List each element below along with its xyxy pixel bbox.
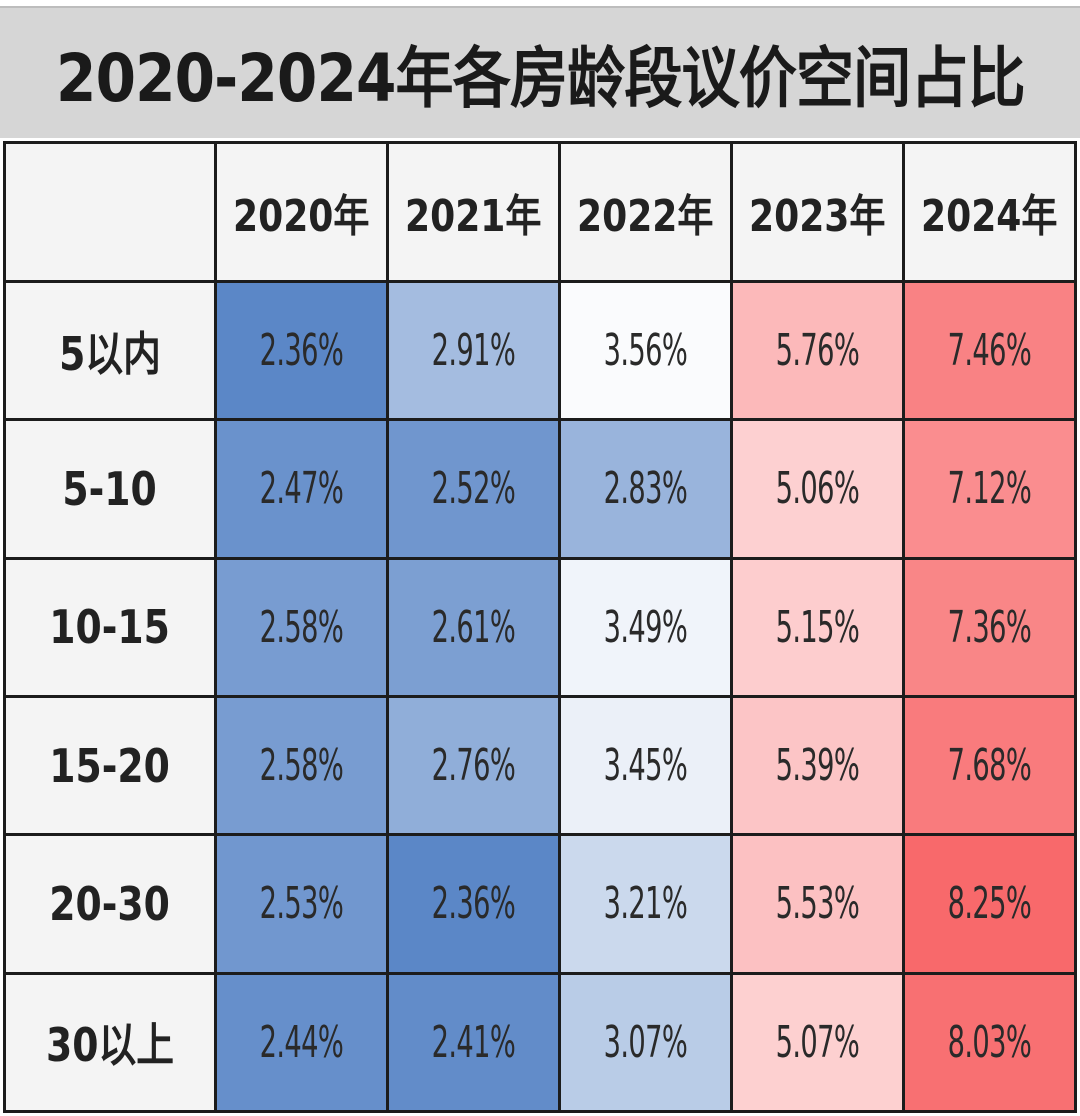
heatmap-cell-text: 5.06% (775, 463, 860, 515)
heatmap-cell: 3.49% (561, 559, 730, 695)
heatmap-cell: 8.25% (905, 836, 1074, 972)
heatmap-cell-text: 8.25% (947, 878, 1032, 930)
heatmap-cell-text: 7.12% (947, 463, 1032, 515)
heatmap-cell: 7.12% (905, 421, 1074, 557)
heatmap-cell: 5.07% (733, 974, 902, 1110)
heatmap-cell: 2.83% (561, 421, 730, 557)
heatmap-cell-text: 2.53% (259, 878, 344, 930)
heatmap-cell-text: 3.07% (603, 1016, 688, 1068)
column-header: 2024年 (905, 144, 1074, 280)
heatmap-cell-text: 2.58% (259, 601, 344, 653)
heatmap-cell: 7.68% (905, 697, 1074, 834)
row-header-text: 15-20 (49, 738, 171, 793)
heatmap-cell: 3.56% (561, 283, 730, 419)
heatmap-cell: 5.76% (733, 283, 902, 419)
heatmap-cell-text: 8.03% (947, 1016, 1032, 1068)
row-header-text: 5-10 (62, 461, 158, 516)
heatmap-cell-text: 3.56% (603, 325, 688, 377)
heatmap-cell: 2.36% (217, 283, 386, 419)
heatmap-cell: 2.36% (389, 836, 558, 972)
heatmap-cell-text: 2.44% (259, 1016, 344, 1068)
heatmap-cell-text: 7.36% (947, 601, 1032, 653)
column-header-text: 2024年 (921, 191, 1058, 242)
heatmap-cell-text: 3.45% (603, 740, 688, 792)
row-header: 5-10 (6, 421, 214, 557)
heatmap-cell: 2.58% (217, 697, 386, 834)
heatmap-cell: 2.47% (217, 421, 386, 557)
corner-cell (6, 144, 214, 280)
heatmap-cell: 2.76% (389, 697, 558, 834)
heatmap-cell: 5.53% (733, 836, 902, 972)
column-header-text: 2023年 (749, 191, 886, 242)
column-header-text: 2021年 (405, 191, 542, 242)
heatmap-cell: 5.06% (733, 421, 902, 557)
heatmap-cell: 2.41% (389, 974, 558, 1110)
heatmap-cell: 7.46% (905, 283, 1074, 419)
heatmap-cell: 2.53% (217, 836, 386, 972)
heatmap-grid: 2020年 2021年 2022年 2023年 2024年 5以内 2.36% 2.91% 3.… (3, 141, 1077, 1113)
heatmap-cell-text: 2.52% (431, 463, 516, 515)
heatmap-cell-text: 2.83% (603, 463, 688, 515)
heatmap-cell-text: 2.58% (259, 740, 344, 792)
heatmap-cell: 2.58% (217, 559, 386, 695)
heatmap-cell-text: 2.76% (431, 740, 516, 792)
row-header-text: 20-30 (49, 876, 171, 931)
row-header-text: 5以内 (59, 326, 161, 381)
row-header-text: 30以上 (46, 1018, 174, 1073)
row-header: 10-15 (6, 559, 214, 695)
row-header: 30以上 (6, 974, 214, 1110)
chart-title: 2020-2024年各房龄段议价空间占比 (55, 40, 1026, 117)
row-header: 5以内 (6, 283, 214, 419)
row-header: 15-20 (6, 697, 214, 834)
column-header: 2021年 (389, 144, 558, 280)
heatmap-cell: 3.21% (561, 836, 730, 972)
column-header: 2020年 (217, 144, 386, 280)
heatmap-cell: 3.45% (561, 697, 730, 834)
heatmap-cell-text: 5.39% (775, 740, 860, 792)
heatmap-cell-text: 5.76% (775, 325, 860, 377)
row-header-text: 10-15 (49, 600, 171, 655)
heatmap-cell-text: 5.53% (775, 878, 860, 930)
column-header-text: 2022年 (577, 191, 714, 242)
column-header: 2023年 (733, 144, 902, 280)
heatmap-cell: 2.44% (217, 974, 386, 1110)
heatmap-cell-text: 2.41% (431, 1016, 516, 1068)
column-header: 2022年 (561, 144, 730, 280)
heatmap-cell-text: 7.46% (947, 325, 1032, 377)
heatmap-cell-text: 2.61% (431, 601, 516, 653)
heatmap-cell-text: 2.36% (259, 325, 344, 377)
heatmap-cell-text: 2.36% (431, 878, 516, 930)
heatmap-cell-text: 2.91% (431, 325, 516, 377)
heatmap-cell-text: 5.07% (775, 1016, 860, 1068)
heatmap-cell: 2.61% (389, 559, 558, 695)
heatmap-cell: 5.15% (733, 559, 902, 695)
title-bar: 2020-2024年各房龄段议价空间占比 (0, 6, 1080, 138)
heatmap-cell: 2.52% (389, 421, 558, 557)
heatmap-cell-text: 3.49% (603, 601, 688, 653)
heatmap-cell: 7.36% (905, 559, 1074, 695)
heatmap-cell: 2.91% (389, 283, 558, 419)
heatmap-cell: 5.39% (733, 697, 902, 834)
heatmap-cell-text: 7.68% (947, 740, 1032, 792)
heatmap-cell-text: 5.15% (775, 601, 860, 653)
heatmap-cell-text: 2.47% (259, 463, 344, 515)
column-header-text: 2020年 (233, 191, 370, 242)
heatmap-cell: 3.07% (561, 974, 730, 1110)
row-header: 20-30 (6, 836, 214, 972)
heatmap-cell: 8.03% (905, 974, 1074, 1110)
heatmap-cell-text: 3.21% (603, 878, 688, 930)
